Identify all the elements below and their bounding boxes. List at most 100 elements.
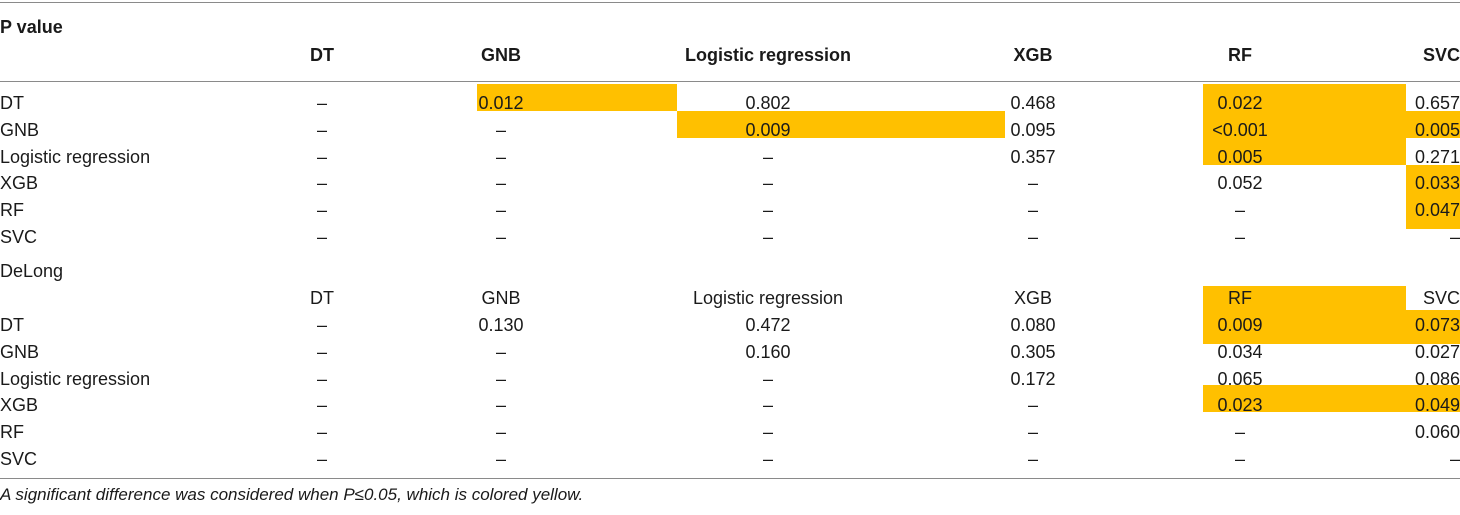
row-label: SVC [0, 227, 38, 247]
table-cell: – [495, 147, 507, 167]
row-label: Logistic regression [0, 147, 151, 167]
table-cell: 0.468 [1010, 93, 1056, 113]
table-cell: 0.472 [745, 315, 791, 335]
column-header: GNB [481, 288, 521, 308]
row-label: XGB [0, 395, 39, 415]
table-cell: 0.012 [478, 93, 524, 113]
column-header: GNB [481, 45, 521, 65]
table-cell: <0.001 [1212, 120, 1268, 140]
column-header: RF [1228, 288, 1252, 308]
table-cell: 0.027 [1414, 342, 1460, 362]
table-cell: – [1027, 422, 1039, 442]
table-cell: – [762, 422, 774, 442]
table-cell: 0.271 [1414, 147, 1460, 167]
table-cell: 0.095 [1010, 120, 1056, 140]
row-label: GNB [0, 120, 40, 140]
table-cell: 0.305 [1010, 342, 1056, 362]
table-cell: – [316, 395, 328, 415]
highlight-svc-block-1 [1406, 111, 1460, 138]
table-footnote: A significant difference was considered … [0, 485, 584, 504]
table-cell: – [1234, 200, 1246, 220]
column-header: XGB [1013, 45, 1053, 65]
table-cell: – [316, 147, 328, 167]
table-cell: – [762, 449, 774, 469]
column-header: Logistic regression [684, 45, 852, 65]
table-cell: 0.047 [1414, 200, 1460, 220]
table-cell: – [316, 449, 328, 469]
table-cell: – [762, 395, 774, 415]
table-cell: – [316, 93, 328, 113]
column-header: Logistic regression [692, 288, 844, 308]
table-cell: 0.172 [1010, 369, 1056, 389]
table-cell: 0.130 [478, 315, 524, 335]
row-label: XGB [0, 173, 39, 193]
section-title-delong: DeLong [0, 261, 64, 281]
table-cell: 0.657 [1414, 93, 1460, 113]
table-cell: 0.009 [1217, 315, 1263, 335]
table-cell: – [1449, 227, 1460, 247]
column-header: DT [310, 45, 334, 65]
table-cell: 0.802 [745, 93, 791, 113]
column-header: SVC [1422, 288, 1460, 308]
table-cell: – [762, 369, 774, 389]
table-cell: – [762, 147, 774, 167]
section-title-pvalue: P value [0, 17, 63, 37]
highlight-delong-xgb-row [1203, 385, 1460, 412]
table-cell: 0.049 [1414, 395, 1460, 415]
highlight-gnb-lr [677, 111, 1005, 138]
table-cell: 0.052 [1217, 173, 1263, 193]
table-cell: – [316, 369, 328, 389]
table-cell: – [495, 395, 507, 415]
column-header: RF [1228, 45, 1252, 65]
table-cell: – [1234, 449, 1246, 469]
table-cell: 0.034 [1217, 342, 1263, 362]
table-cell: – [1027, 227, 1039, 247]
column-header: XGB [1013, 288, 1053, 308]
table-cell: – [316, 200, 328, 220]
table-cell: – [762, 200, 774, 220]
highlight-dt-gnb [477, 84, 677, 111]
highlight-rf-block [1203, 84, 1406, 165]
table-cell: 0.086 [1414, 369, 1460, 389]
table-cell: 0.009 [745, 120, 791, 140]
row-label: DT [0, 93, 24, 113]
table-cell: 0.065 [1217, 369, 1263, 389]
table-cell: – [495, 120, 507, 140]
table-cell: – [316, 342, 328, 362]
table-cell: – [762, 227, 774, 247]
table-cell: – [495, 369, 507, 389]
table-cell: – [1027, 449, 1039, 469]
table-cell: – [1027, 395, 1039, 415]
highlight-svc-block-2 [1406, 165, 1460, 229]
table-bottom-rule [0, 478, 1460, 479]
row-label: RF [0, 422, 24, 442]
table-cell: 0.357 [1010, 147, 1056, 167]
highlight-delong-svc [1406, 310, 1460, 344]
table-cell: – [495, 173, 507, 193]
table-cell: – [1234, 422, 1246, 442]
table-cell: – [316, 422, 328, 442]
column-header: DT [310, 288, 334, 308]
table-cell: – [316, 120, 328, 140]
table-cell: – [1234, 227, 1246, 247]
row-label: SVC [0, 449, 38, 469]
table-cell: – [495, 227, 507, 247]
table-cell: 0.160 [745, 342, 791, 362]
row-label: GNB [0, 342, 40, 362]
row-label: Logistic regression [0, 369, 151, 389]
table-cell: – [1449, 449, 1460, 469]
header-bottom-rule [0, 81, 1460, 82]
column-header: SVC [1422, 45, 1460, 65]
table-cell: 0.080 [1010, 315, 1056, 335]
table-cell: – [762, 173, 774, 193]
table-cell: 0.022 [1217, 93, 1263, 113]
table-cell: – [1027, 200, 1039, 220]
table-cell: – [495, 342, 507, 362]
row-label: DT [0, 315, 24, 335]
table-cell: 0.033 [1414, 173, 1460, 193]
table-cell: – [316, 315, 328, 335]
highlight-delong-rf [1203, 286, 1406, 344]
table-cell: 0.060 [1414, 422, 1460, 442]
table-cell: – [495, 422, 507, 442]
table-cell: – [1027, 173, 1039, 193]
